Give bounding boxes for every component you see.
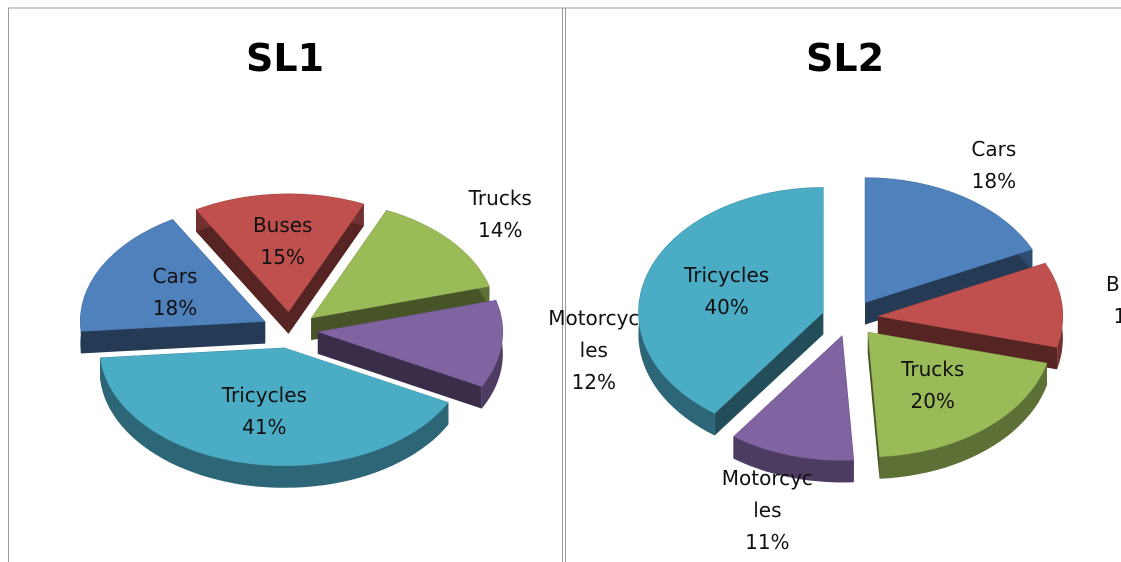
value-label: 15% [260,245,305,270]
slice [99,347,449,467]
slice [867,331,1048,458]
slice-wall [865,249,1033,325]
data-label: Buses 15% [235,209,331,273]
category-label: Motorcycles [548,306,640,363]
data-label: Motorcycles 11% [719,462,815,558]
category-label: Buses [252,213,313,238]
category-label: Tricycles [684,263,770,288]
value-label: 20% [910,388,955,413]
value-label: 40% [704,295,749,320]
category-label: Motorcycles [721,465,813,522]
data-label: Tricycles 40% [679,259,775,323]
slice [79,219,266,332]
data-label: Tricycles 41% [216,379,312,443]
data-label: Buses 11% [1088,268,1121,332]
value-label: 18% [152,295,198,320]
value-label: 14% [478,218,523,243]
data-label: Trucks 20% [885,353,981,417]
data-label: Cars 18% [946,133,1042,197]
category-label: Tricycles [221,383,307,408]
slice [877,262,1064,348]
chart-title: SL1 [245,36,325,80]
category-label: Cars [971,137,1017,162]
chart-title: SL2 [805,36,885,80]
slice-wall [867,332,880,479]
slice-wall [288,204,364,334]
category-label: Trucks [468,186,532,211]
slice-wall [80,321,266,354]
category-label: Cars [152,263,198,288]
value-label: 11% [1113,303,1121,328]
slice [195,193,365,313]
slice-wall [714,312,824,436]
category-label: Buses [1105,271,1121,296]
slice-side [879,363,1047,479]
value-label: 11% [745,529,790,554]
data-label: Motorcycles 12% [546,302,642,398]
slice [317,299,504,387]
slice [638,187,824,414]
slice [310,210,490,319]
value-label: 12% [571,370,617,395]
slice-side [481,300,503,409]
category-label: Trucks [901,356,965,381]
slice-wall [196,209,289,334]
slice-wall [877,316,1058,370]
value-label: 18% [971,169,1017,194]
value-label: 41% [242,415,287,440]
data-label: Cars 18% [127,260,223,324]
slice [864,177,1033,303]
slice-wall [317,331,482,409]
slice-side [733,436,854,483]
data-label: Trucks 14% [452,182,548,246]
slice [733,334,855,461]
